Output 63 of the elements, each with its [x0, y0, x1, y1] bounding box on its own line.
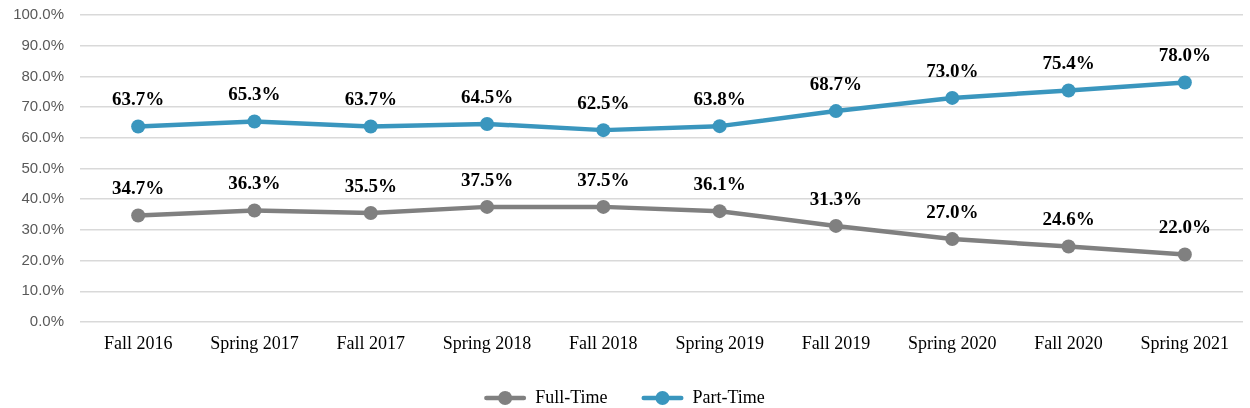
x-tick-label: Fall 2017	[336, 332, 406, 353]
point	[945, 232, 960, 247]
data-label: 24.6%	[1042, 208, 1095, 230]
data-label: 75.4%	[1042, 52, 1095, 74]
y-tick-label: 80.0%	[21, 66, 64, 84]
point	[131, 208, 146, 223]
y-tick-label: 30.0%	[21, 220, 64, 238]
point	[712, 119, 727, 134]
data-label: 64.5%	[460, 85, 514, 107]
data-label: 63.7%	[344, 88, 397, 110]
y-tick-label: 100.0%	[13, 5, 64, 23]
data-label: 37.5%	[460, 168, 514, 190]
data-label: 73.0%	[926, 59, 979, 81]
data-label: 31.3%	[809, 187, 863, 209]
x-tick-label: Spring 2020	[907, 332, 997, 353]
x-tick-label: Fall 2018	[569, 332, 638, 353]
data-label: 35.5%	[344, 174, 397, 196]
x-tick-label: Spring 2019	[675, 332, 764, 353]
point	[828, 218, 843, 233]
data-label: 22.0%	[1158, 216, 1211, 238]
point	[712, 204, 727, 219]
x-tick-label: Fall 2019	[801, 332, 871, 353]
y-tick-label: 10.0%	[21, 281, 64, 299]
point	[596, 123, 611, 138]
data-label: 78.0%	[1158, 44, 1211, 66]
x-tick-label: Spring 2017	[210, 332, 299, 353]
data-label: 27.0%	[926, 201, 979, 223]
point	[1177, 247, 1192, 262]
point	[596, 199, 611, 214]
point	[828, 104, 843, 119]
y-tick-label: 90.0%	[21, 35, 64, 53]
point	[131, 119, 146, 134]
point	[1061, 239, 1076, 254]
y-tick-label: 40.0%	[21, 189, 64, 207]
point	[363, 119, 378, 134]
point	[1061, 83, 1076, 98]
data-label: 68.7%	[809, 73, 863, 94]
point	[945, 90, 960, 105]
legend-label: Part-Time	[692, 386, 765, 407]
data-label: 63.7%	[112, 88, 165, 110]
data-label: 37.5%	[577, 168, 630, 190]
point	[480, 199, 495, 214]
point	[247, 114, 262, 129]
point	[1177, 75, 1192, 90]
x-tick-label: Fall 2016	[103, 332, 173, 353]
y-tick-label: 20.0%	[21, 250, 64, 268]
x-tick-label: Spring 2018	[442, 332, 532, 353]
y-tick-label: 60.0%	[21, 127, 64, 145]
x-tick-label: Fall 2020	[1034, 332, 1103, 353]
point	[247, 203, 262, 218]
data-label: 63.8%	[693, 88, 746, 110]
legend-label: Full-Time	[535, 386, 608, 407]
y-tick-label: 50.0%	[21, 158, 64, 176]
y-tick-label: 0.0%	[29, 312, 64, 330]
point	[480, 116, 495, 131]
data-label: 36.3%	[228, 172, 281, 194]
data-label: 36.1%	[693, 173, 746, 195]
point	[363, 206, 378, 221]
data-label: 65.3%	[228, 83, 281, 105]
data-label: 62.5%	[577, 92, 630, 114]
data-label: 34.7%	[112, 177, 165, 199]
y-tick-label: 70.0%	[21, 97, 64, 115]
x-tick-label: Spring 2021	[1140, 332, 1230, 353]
